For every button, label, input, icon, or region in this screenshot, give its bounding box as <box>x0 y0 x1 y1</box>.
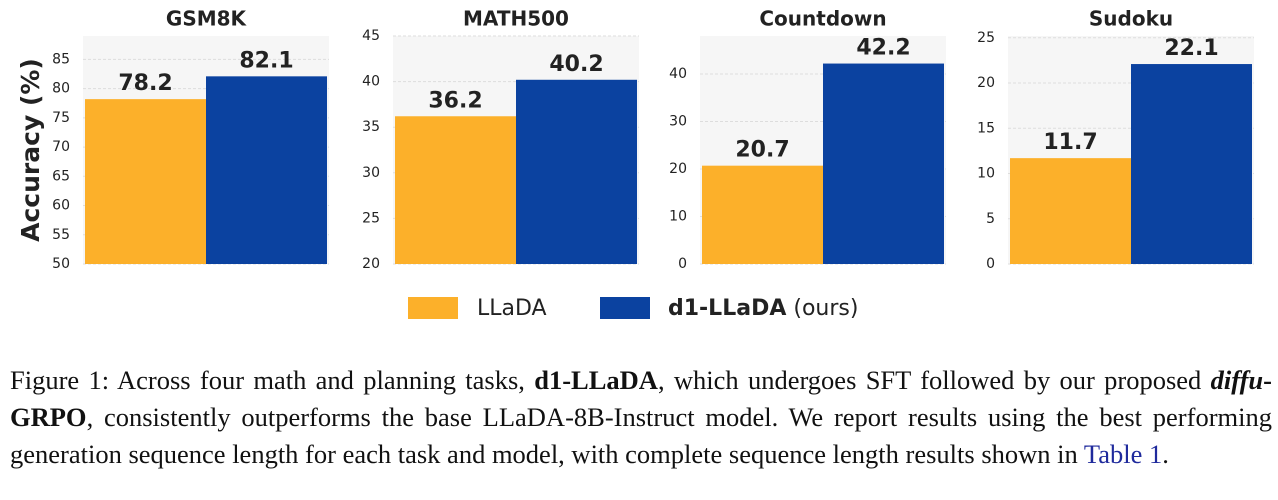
chart-title: Sudoku <box>1089 7 1173 31</box>
y-tick-label: 25 <box>362 210 380 226</box>
value-label: 20.7 <box>735 138 789 163</box>
chart-title: GSM8K <box>166 7 248 31</box>
caption-text: , consistently outperforms the base LLaD… <box>10 402 1272 469</box>
y-tick-label: 30 <box>362 165 380 181</box>
y-tick-label: 50 <box>52 256 70 272</box>
value-label: 22.1 <box>1164 36 1218 61</box>
figure: LLaDA d1-LLaDA (ours) GSM8K Accuracy (%) 5… <box>16 7 1254 321</box>
y-tick-label: 25 <box>977 30 995 46</box>
y-tick-label: 45 <box>362 28 380 44</box>
y-tick-label: 75 <box>52 110 70 126</box>
caption-text: Across four math and planning tasks, <box>116 365 535 395</box>
legend-label: LLaDA <box>477 296 547 321</box>
value-label: 78.2 <box>118 71 172 96</box>
value-label: 42.2 <box>856 36 910 61</box>
caption-text: d1-LLaDA <box>534 365 658 395</box>
y-tick-label: 60 <box>52 198 70 214</box>
y-tick-label: 65 <box>52 168 70 184</box>
caption-text: . <box>1162 439 1169 469</box>
legend-name: d1-LLaDA <box>668 296 786 321</box>
y-tick-label: 15 <box>977 120 995 136</box>
value-label: 40.2 <box>549 52 603 77</box>
bar <box>516 79 637 264</box>
y-tick-label: 30 <box>669 114 687 130</box>
y-tick-label: 55 <box>52 227 70 243</box>
bar <box>206 76 327 264</box>
legend-swatch <box>408 297 458 319</box>
y-tick-label: 85 <box>52 51 70 67</box>
y-axis-label: Accuracy (%) <box>16 58 45 242</box>
bar <box>1131 64 1252 264</box>
caption-text: diffu <box>1210 365 1264 395</box>
y-tick-label: 0 <box>986 256 995 272</box>
bar <box>395 116 516 264</box>
y-tick-label: 20 <box>977 75 995 91</box>
caption-label: Figure 1: <box>10 365 110 395</box>
y-tick-label: 10 <box>977 166 995 182</box>
y-tick-label: 10 <box>669 209 687 225</box>
caption-text: , which undergoes SFT followed by our pr… <box>657 365 1211 395</box>
value-label: 36.2 <box>428 88 482 113</box>
bar <box>85 99 206 264</box>
y-tick-label: 20 <box>669 161 687 177</box>
y-tick-label: 40 <box>362 74 380 90</box>
y-tick-label: 35 <box>362 119 380 135</box>
value-label: 82.1 <box>239 48 293 73</box>
y-tick-label: 80 <box>52 81 70 97</box>
caption: Figure 1: Across four math and planning … <box>10 362 1272 473</box>
y-tick-label: 70 <box>52 139 70 155</box>
legend-suffix: (ours) <box>793 296 858 321</box>
legend-label: d1-LLaDA (ours) <box>668 296 858 321</box>
table-link[interactable]: Table 1 <box>1083 439 1163 469</box>
bar <box>702 165 823 264</box>
chart-title: Countdown <box>759 7 886 31</box>
bar <box>1010 158 1131 264</box>
bar <box>823 63 944 264</box>
legend-swatch <box>600 297 650 319</box>
y-tick-label: 20 <box>362 256 380 272</box>
value-label: 11.7 <box>1043 130 1097 155</box>
y-tick-label: 0 <box>678 256 687 272</box>
chart-title: MATH500 <box>463 7 569 31</box>
caption-text: -GRPO <box>10 365 1272 432</box>
y-tick-label: 40 <box>669 66 687 82</box>
y-tick-label: 5 <box>986 211 995 227</box>
